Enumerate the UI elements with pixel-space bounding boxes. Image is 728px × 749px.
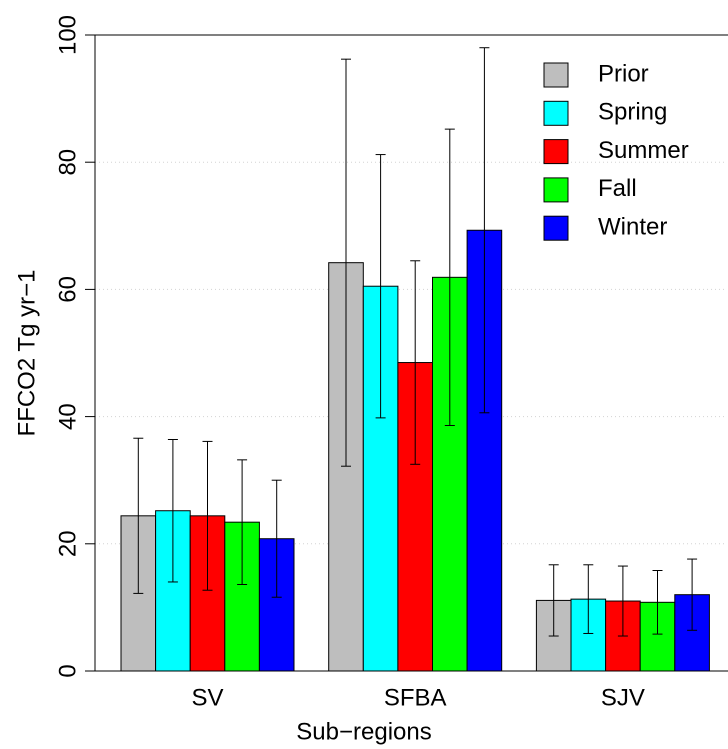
error-bar [271, 479, 282, 598]
y-tick-label: 40 [54, 403, 81, 430]
error-bar [341, 58, 351, 467]
error-bar [133, 437, 144, 594]
legend-swatch [543, 100, 569, 126]
error-bar [617, 565, 628, 637]
y-axis-title: FFCO2 Tg yr−1 [13, 270, 40, 437]
error-bar [479, 47, 490, 414]
legend-swatch [543, 139, 569, 165]
error-bar [167, 438, 178, 583]
y-tick-label: 60 [54, 276, 81, 303]
bar [258, 538, 295, 672]
error-bar [375, 154, 386, 419]
error-bar [237, 459, 248, 586]
error-bar [444, 128, 455, 427]
x-axis-title: Sub−regions [296, 718, 431, 745]
x-tick-label: SFBA [384, 684, 447, 711]
legend-swatch [543, 177, 569, 203]
legend-label: Prior [598, 60, 649, 87]
error-bar [548, 564, 559, 637]
error-bar [652, 570, 663, 635]
legend-swatch [543, 62, 569, 88]
x-tick-label: SJV [601, 684, 645, 711]
error-bar [687, 558, 698, 631]
legend-label: Winter [598, 214, 667, 241]
x-tick-label: SV [191, 684, 223, 711]
legend-swatch [543, 215, 569, 241]
legend-label: Spring [598, 99, 667, 126]
y-tick-label: 80 [54, 149, 81, 176]
error-bar [410, 260, 421, 465]
y-tick-label: 20 [54, 530, 81, 557]
legend-label: Fall [598, 175, 637, 202]
error-bar [583, 564, 594, 634]
y-tick-label: 100 [54, 15, 81, 55]
legend-label: Summer [598, 137, 689, 164]
error-bar [202, 440, 213, 591]
y-tick-label: 0 [54, 664, 81, 677]
